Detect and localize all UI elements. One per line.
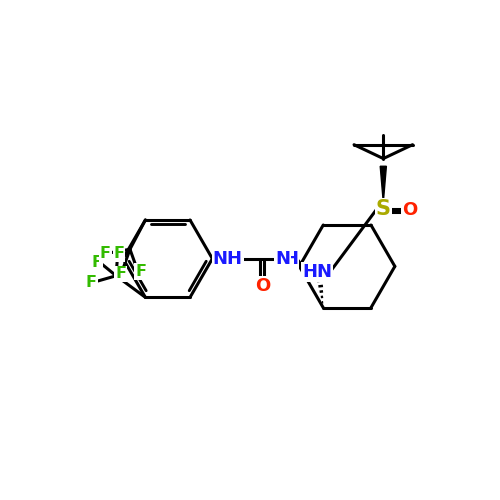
Text: HN: HN <box>302 264 332 281</box>
Text: NH: NH <box>213 250 243 268</box>
Text: F: F <box>92 255 102 270</box>
Text: F: F <box>114 246 124 261</box>
Text: H: H <box>284 250 298 268</box>
Text: F: F <box>115 266 126 281</box>
Polygon shape <box>380 166 386 202</box>
Text: F: F <box>86 275 97 290</box>
Text: F: F <box>135 264 146 279</box>
Text: F: F <box>100 246 111 262</box>
Text: N: N <box>275 250 290 268</box>
Text: S: S <box>376 198 391 218</box>
Polygon shape <box>296 258 303 267</box>
Text: O: O <box>255 276 270 294</box>
Text: O: O <box>402 201 417 219</box>
